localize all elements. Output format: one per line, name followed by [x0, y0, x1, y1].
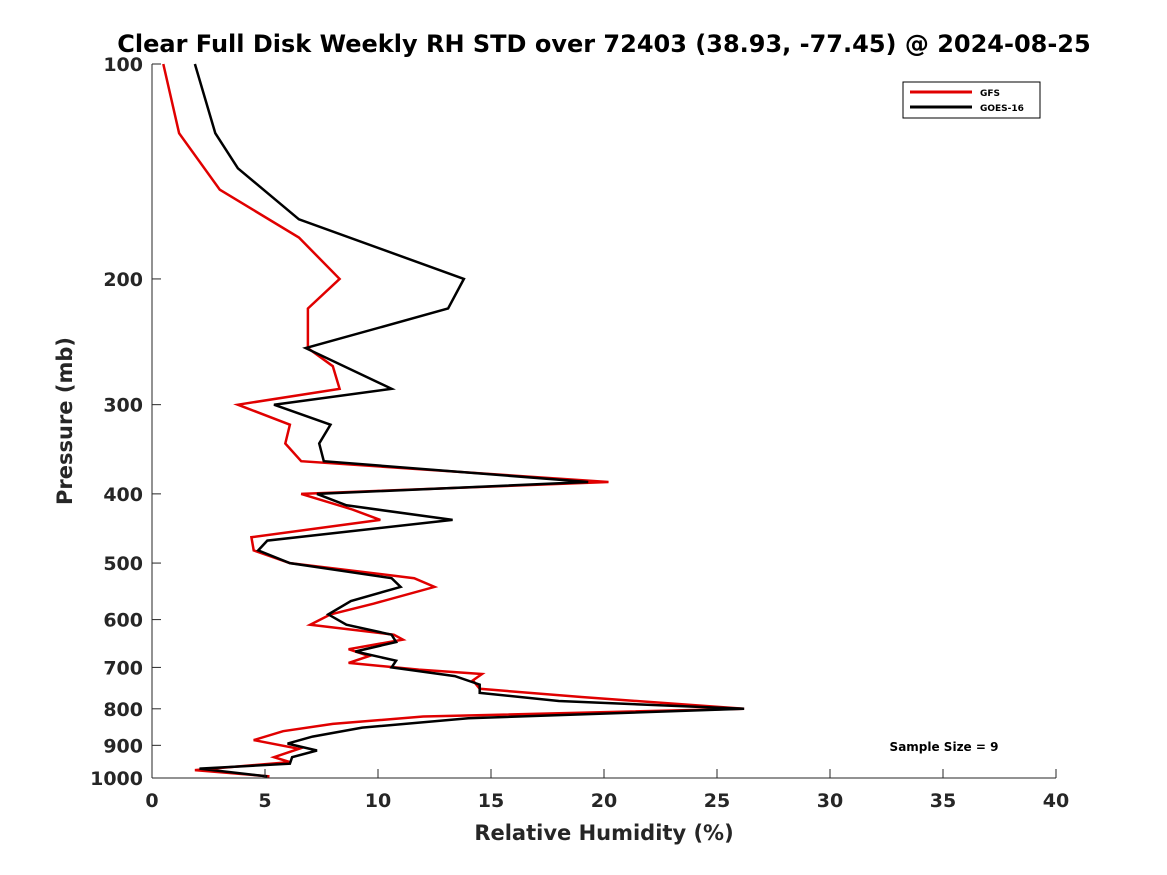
chart-title: Clear Full Disk Weekly RH STD over 72403…: [117, 30, 1090, 58]
legend-label-gfs: GFS: [980, 89, 1000, 99]
x-tick-label: 10: [365, 790, 391, 812]
plot-lines: [162, 63, 745, 778]
x-tick-label: 20: [591, 790, 617, 812]
y-tick-label: 600: [103, 610, 143, 632]
x-axis-label: Relative Humidity (%): [474, 821, 733, 845]
x-tick-label: 0: [145, 790, 158, 812]
legend-label-goes16: GOES-16: [980, 104, 1024, 114]
x-tick-label: 5: [258, 790, 271, 812]
x-tick-label: 30: [817, 790, 843, 812]
x-tick-label: 15: [478, 790, 504, 812]
y-tick-label: 800: [103, 699, 143, 721]
legend: GFS GOES-16: [902, 81, 1041, 119]
y-axis-label: Pressure (mb): [53, 337, 77, 505]
legend-box: [902, 81, 1041, 119]
y-tick-label: 400: [103, 484, 143, 506]
x-tick-label: 40: [1043, 790, 1069, 812]
x-tick-label: 25: [704, 790, 730, 812]
series-line-gfs: [162, 63, 745, 778]
y-tick-label: 300: [103, 395, 143, 417]
y-tick-label: 1000: [90, 768, 143, 790]
y-tick-label: 900: [103, 735, 143, 757]
y-tick-label: 500: [103, 553, 143, 575]
sample-size-annotation: Sample Size = 9: [890, 740, 999, 754]
x-tick-label: 35: [930, 790, 956, 812]
y-tick-label: 100: [103, 54, 143, 76]
series-line-goes16: [193, 63, 745, 778]
y-tick-label: 700: [103, 657, 143, 679]
x-axis-ticks: 0 5 10 15 20 25 30 35 40: [145, 769, 1069, 812]
y-axis-ticks: 100 200 300 400 500 600 700 800 900 1000: [90, 54, 161, 790]
y-tick-label: 200: [103, 269, 143, 291]
